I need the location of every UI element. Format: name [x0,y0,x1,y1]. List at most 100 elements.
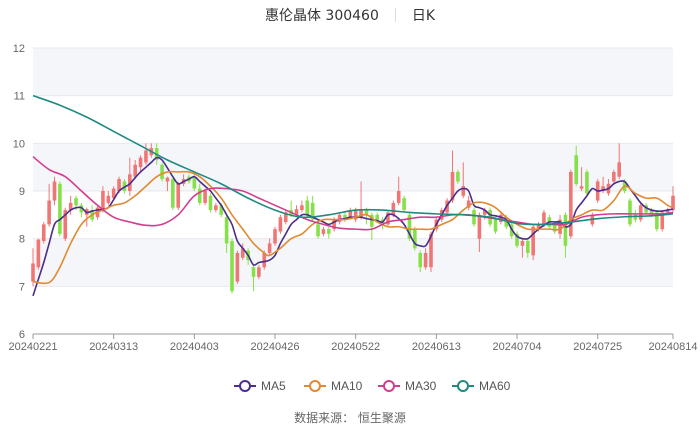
candle-body [251,267,256,277]
y-tick-label: 11 [14,91,25,103]
y-tick-label: 7 [19,281,25,293]
candle [617,143,622,180]
period-label: 日K [411,8,436,24]
candle [133,160,137,180]
candle-body [144,150,148,163]
candle-body [214,205,218,211]
ma-lines [32,94,674,297]
candle-body [359,209,363,218]
candle-body [370,214,374,227]
candle-body [128,174,132,191]
candle [337,212,342,225]
y-tick-label: 9 [19,186,25,198]
candle-body [203,191,207,203]
candle-body [294,209,299,215]
y-tick-label: 6 [19,329,25,341]
candle-body [74,198,78,206]
candle [461,162,466,199]
candle [240,243,245,261]
candle-body [418,252,423,268]
x-tick-label: 20240522 [331,341,380,353]
legend-label: MA60 [479,379,511,393]
y-tick-label: 8 [19,234,25,246]
candle [165,176,170,191]
candle [579,167,584,191]
candle-body [649,210,654,215]
legend-item-ma10[interactable]: MA10 [304,379,363,393]
candle-body [353,210,358,220]
candle-body [235,252,240,282]
candle-body [305,200,310,215]
candle-body [391,202,396,215]
candle-body [660,212,665,230]
candle-body [310,202,315,220]
legend-item-ma30[interactable]: MA30 [378,379,437,393]
candle [230,238,234,294]
candle-body [617,162,622,177]
candle-body [79,205,84,213]
candle [47,183,51,227]
candle [58,181,62,237]
candle [278,214,283,234]
candle [273,226,277,246]
candle-body [68,202,73,211]
candle-body [224,217,229,244]
candle-body [106,195,111,203]
candle [531,224,535,261]
candle [203,188,207,206]
candle [171,176,175,211]
x-tick-label: 20240221 [9,341,58,353]
candle [525,238,530,258]
candle [257,264,261,280]
candle [326,226,331,239]
candle [197,183,202,206]
candle [418,250,423,273]
candle-body [117,179,121,191]
candle-body [413,229,417,249]
candle-body [133,164,137,177]
candle-body [558,219,562,234]
candle [429,231,433,273]
candle-body [138,157,143,168]
candle [106,191,111,206]
candle-body [423,252,428,268]
candle [138,155,143,172]
candle-body [364,210,369,215]
candle [283,210,288,225]
x-tick-label: 20240426 [251,341,300,353]
candle [160,162,164,182]
candle-body [450,171,455,201]
candle [450,150,455,203]
candle [235,250,240,284]
stock-name: 惠伦晶体 [264,8,321,24]
candle [343,212,347,222]
candle-body [525,241,530,253]
candle [456,169,460,184]
legend-circle-icon [239,380,251,392]
candle-body [326,229,331,234]
candle [628,198,632,227]
candle-body [585,171,589,194]
candle-body [41,224,46,242]
candle-body [456,171,460,182]
stock-code: 300460 [325,8,379,24]
candle [176,181,181,211]
x-tick-label: 20240704 [493,341,542,353]
candle-body [493,219,498,232]
title-separator [394,8,396,22]
candle-body [601,186,605,191]
candle [423,248,428,270]
candle-body [208,195,213,211]
legend-item-ma5[interactable]: MA5 [234,379,286,393]
candle-body [482,210,487,215]
candle [52,176,57,206]
legend-item-ma60[interactable]: MA60 [452,379,511,393]
candle-body [472,210,476,225]
candle-body [579,186,584,189]
candle [466,195,471,211]
candle-body [58,183,62,234]
y-axis: 6 7 8 9 10 11 12 [13,43,25,341]
grid-band [33,48,673,96]
candle-body [343,214,347,220]
